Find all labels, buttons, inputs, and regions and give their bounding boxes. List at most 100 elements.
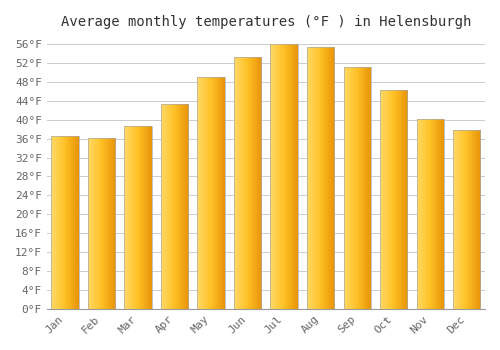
Bar	[367, 67, 368, 309]
Bar	[466, 130, 468, 309]
Bar	[88, 138, 90, 309]
Bar	[332, 47, 333, 309]
Bar	[315, 47, 316, 309]
Bar	[218, 77, 219, 309]
Bar	[162, 104, 163, 309]
Bar	[431, 119, 432, 309]
Bar	[468, 130, 469, 309]
Bar	[272, 44, 274, 309]
Bar	[182, 104, 183, 309]
Bar	[270, 44, 272, 309]
Bar	[206, 77, 207, 309]
Bar	[278, 44, 279, 309]
Bar	[164, 104, 165, 309]
Bar	[169, 104, 170, 309]
Bar	[348, 67, 349, 309]
Bar	[163, 104, 164, 309]
Bar	[109, 138, 110, 309]
Bar	[469, 130, 470, 309]
Bar	[364, 67, 366, 309]
Bar	[124, 126, 126, 309]
Bar	[388, 90, 389, 309]
Bar	[236, 57, 238, 309]
Bar	[380, 90, 382, 309]
Bar	[220, 77, 221, 309]
Bar	[171, 104, 172, 309]
Bar	[274, 44, 275, 309]
Bar	[258, 57, 259, 309]
Bar	[389, 90, 390, 309]
Bar	[250, 57, 252, 309]
Bar	[443, 119, 444, 309]
Bar	[282, 44, 283, 309]
Bar	[294, 44, 296, 309]
Bar	[290, 44, 291, 309]
Bar	[244, 57, 245, 309]
Bar	[270, 44, 298, 309]
Bar	[74, 136, 75, 309]
Bar	[183, 104, 184, 309]
Bar	[88, 138, 89, 309]
Bar	[308, 47, 309, 309]
Bar	[384, 90, 385, 309]
Bar	[128, 126, 130, 309]
Bar	[440, 119, 442, 309]
Bar	[464, 130, 465, 309]
Bar	[108, 138, 110, 309]
Bar	[307, 47, 308, 309]
Bar	[475, 130, 476, 309]
Bar	[402, 90, 404, 309]
Bar	[350, 67, 351, 309]
Bar	[239, 57, 240, 309]
Bar	[344, 67, 371, 309]
Bar	[147, 126, 148, 309]
Bar	[422, 119, 423, 309]
Bar	[74, 136, 76, 309]
Bar	[255, 57, 256, 309]
Bar	[199, 77, 200, 309]
Bar	[314, 47, 316, 309]
Bar	[383, 90, 384, 309]
Bar	[434, 119, 435, 309]
Bar	[134, 126, 135, 309]
Bar	[78, 136, 79, 309]
Bar	[471, 130, 472, 309]
Bar	[185, 104, 186, 309]
Bar	[60, 136, 61, 309]
Bar	[105, 138, 106, 309]
Bar	[474, 130, 475, 309]
Bar	[106, 138, 108, 309]
Bar	[466, 130, 467, 309]
Bar	[214, 77, 216, 309]
Bar	[178, 104, 179, 309]
Bar	[234, 57, 235, 309]
Bar	[209, 77, 210, 309]
Bar	[167, 104, 168, 309]
Bar	[69, 136, 70, 309]
Bar	[393, 90, 394, 309]
Bar	[143, 126, 144, 309]
Bar	[247, 57, 248, 309]
Bar	[90, 138, 92, 309]
Bar	[132, 126, 133, 309]
Bar	[331, 47, 332, 309]
Bar	[210, 77, 212, 309]
Bar	[258, 57, 260, 309]
Bar	[391, 90, 392, 309]
Bar	[395, 90, 396, 309]
Bar	[329, 47, 330, 309]
Bar	[354, 67, 356, 309]
Bar	[214, 77, 215, 309]
Bar	[234, 57, 236, 309]
Bar	[464, 130, 466, 309]
Bar	[333, 47, 334, 309]
Bar	[260, 57, 262, 309]
Bar	[168, 104, 170, 309]
Bar	[360, 67, 361, 309]
Bar	[427, 119, 428, 309]
Bar	[218, 77, 220, 309]
Bar	[313, 47, 314, 309]
Bar	[58, 136, 59, 309]
Bar	[429, 119, 430, 309]
Bar	[114, 138, 115, 309]
